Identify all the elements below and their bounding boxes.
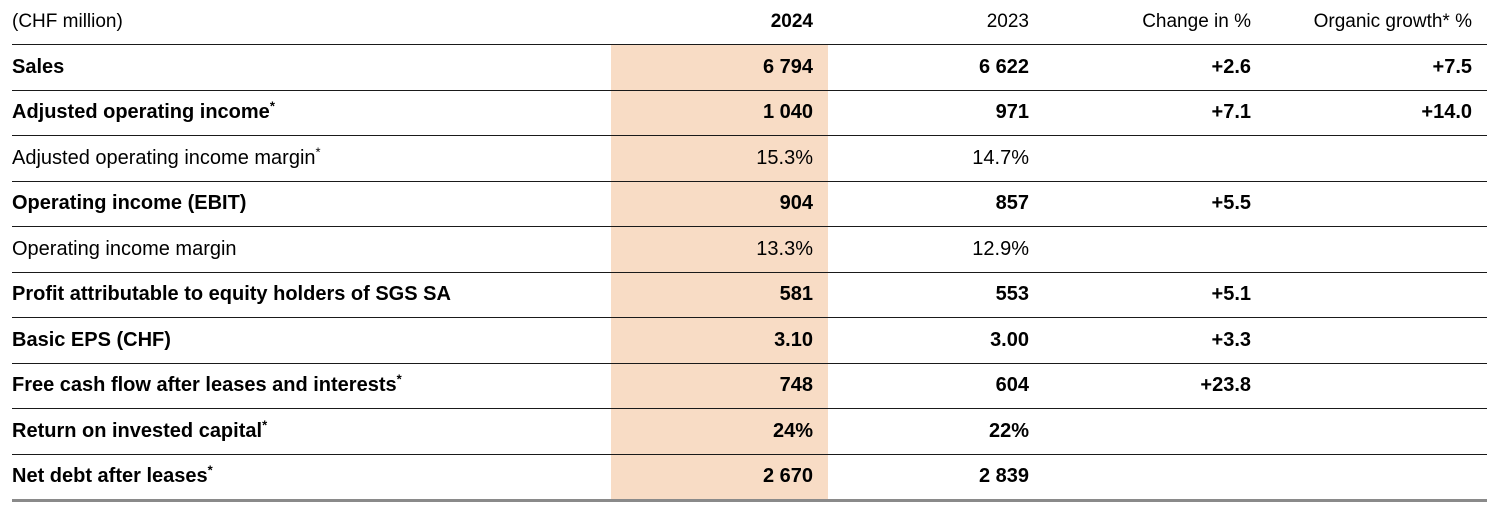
value-organic-growth — [1266, 135, 1487, 182]
row-label-text: Return on invested capital — [12, 419, 263, 442]
table-row: Adjusted operating income margin* 15.3% … — [12, 135, 1487, 182]
value-change-percent — [1044, 454, 1266, 502]
header-change-percent: Change in % — [1044, 0, 1266, 45]
row-label-text: Net debt after leases — [12, 465, 208, 488]
row-label: Sales — [12, 44, 611, 91]
footnote-asterisk: * — [269, 98, 275, 114]
table-row: Operating income (EBIT) 904 857 +5.5 — [12, 181, 1487, 227]
value-change-percent: +7.1 — [1044, 90, 1266, 136]
value-2023: 3.00 — [828, 317, 1044, 364]
value-change-percent — [1044, 408, 1266, 455]
header-row: (CHF million) 2024 2023 Change in % Orga… — [12, 0, 1487, 45]
row-label: Net debt after leases* — [12, 454, 611, 502]
value-2024: 24% — [611, 408, 828, 455]
value-2023: 12.9% — [828, 226, 1044, 273]
row-label-text: Sales — [12, 55, 65, 78]
value-change-percent — [1044, 135, 1266, 182]
table-row: Return on invested capital* 24% 22% — [12, 408, 1487, 455]
row-label: Operating income margin — [12, 226, 611, 273]
value-2023: 14.7% — [828, 135, 1044, 182]
value-2024: 1 040 — [611, 90, 828, 136]
value-organic-growth — [1266, 181, 1487, 227]
value-change-percent: +5.5 — [1044, 181, 1266, 227]
footnote-asterisk: * — [262, 417, 268, 433]
footnote-asterisk: * — [315, 144, 321, 160]
value-2023: 553 — [828, 272, 1044, 318]
value-2024: 2 670 — [611, 454, 828, 502]
value-2023: 2 839 — [828, 454, 1044, 502]
value-change-percent — [1044, 226, 1266, 273]
value-2024: 15.3% — [611, 135, 828, 182]
value-organic-growth: +14.0 — [1266, 90, 1487, 136]
header-year-2024: 2024 — [611, 0, 828, 45]
value-2023: 6 622 — [828, 44, 1044, 91]
value-2024: 13.3% — [611, 226, 828, 273]
header-organic-growth: Organic growth* % — [1266, 0, 1487, 45]
row-label: Free cash flow after leases and interest… — [12, 363, 611, 409]
value-2024: 581 — [611, 272, 828, 318]
table-row: Free cash flow after leases and interest… — [12, 363, 1487, 409]
row-label-text: Adjusted operating income — [12, 101, 270, 124]
table-row: Adjusted operating income* 1 040 971 +7.… — [12, 90, 1487, 136]
row-label-text: Operating income margin — [12, 237, 237, 260]
value-organic-growth — [1266, 454, 1487, 502]
row-label: Return on invested capital* — [12, 408, 611, 455]
value-2023: 971 — [828, 90, 1044, 136]
row-label-text: Profit attributable to equity holders of… — [12, 283, 451, 306]
table-row: Basic EPS (CHF) 3.10 3.00 +3.3 — [12, 317, 1487, 364]
header-year-2023: 2023 — [828, 0, 1044, 45]
value-organic-growth — [1266, 363, 1487, 409]
row-label: Adjusted operating income* — [12, 90, 611, 136]
row-label-text: Adjusted operating income margin — [12, 146, 316, 169]
row-label: Adjusted operating income margin* — [12, 135, 611, 182]
row-label-text: Basic EPS (CHF) — [12, 328, 171, 351]
table-row: Profit attributable to equity holders of… — [12, 272, 1487, 318]
footnote-asterisk: * — [396, 371, 402, 387]
value-organic-growth — [1266, 272, 1487, 318]
value-organic-growth — [1266, 226, 1487, 273]
header-unit-label: (CHF million) — [12, 0, 611, 45]
value-change-percent: +23.8 — [1044, 363, 1266, 409]
value-change-percent: +5.1 — [1044, 272, 1266, 318]
table-row: Sales 6 794 6 622 +2.6 +7.5 — [12, 44, 1487, 91]
value-2024: 3.10 — [611, 317, 828, 364]
value-change-percent: +3.3 — [1044, 317, 1266, 364]
table-body: Sales 6 794 6 622 +2.6 +7.5 Adjusted ope… — [12, 44, 1487, 502]
row-label-text: Free cash flow after leases and interest… — [12, 374, 397, 397]
value-2024: 748 — [611, 363, 828, 409]
value-2023: 604 — [828, 363, 1044, 409]
table-header: (CHF million) 2024 2023 Change in % Orga… — [12, 0, 1487, 45]
value-2024: 904 — [611, 181, 828, 227]
row-label: Operating income (EBIT) — [12, 181, 611, 227]
row-label: Profit attributable to equity holders of… — [12, 272, 611, 318]
footnote-asterisk: * — [207, 462, 213, 478]
value-organic-growth: +7.5 — [1266, 44, 1487, 91]
table-row: Operating income margin 13.3% 12.9% — [12, 226, 1487, 273]
row-label-text: Operating income (EBIT) — [12, 192, 247, 215]
table-row: Net debt after leases* 2 670 2 839 — [12, 454, 1487, 502]
value-organic-growth — [1266, 408, 1487, 455]
value-2023: 22% — [828, 408, 1044, 455]
value-2023: 857 — [828, 181, 1044, 227]
financial-highlights-table: (CHF million) 2024 2023 Change in % Orga… — [12, 0, 1487, 502]
value-change-percent: +2.6 — [1044, 44, 1266, 91]
value-organic-growth — [1266, 317, 1487, 364]
row-label: Basic EPS (CHF) — [12, 317, 611, 364]
value-2024: 6 794 — [611, 44, 828, 91]
